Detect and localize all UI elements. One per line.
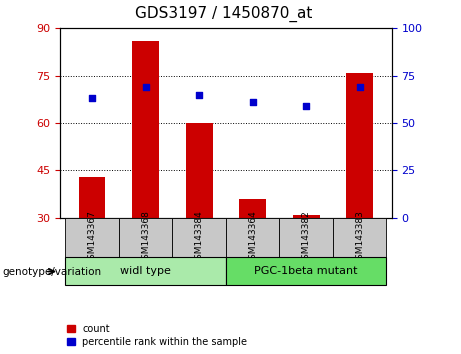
Bar (119, 218, 172, 257)
Bar (239, 199, 266, 218)
Bar (333, 218, 386, 257)
Text: GSM143384: GSM143384 (195, 210, 204, 264)
Text: genotype/variation: genotype/variation (2, 267, 101, 276)
Text: GSM143364: GSM143364 (248, 210, 257, 264)
Bar (132, 41, 159, 218)
Text: GSM143367: GSM143367 (88, 210, 96, 265)
Text: widl type: widl type (120, 266, 171, 276)
Bar (79, 177, 106, 218)
Bar (226, 218, 279, 257)
Point (89, 96, 96, 101)
Text: GSM143368: GSM143368 (141, 210, 150, 265)
Bar (279, 218, 333, 257)
Legend: count, percentile rank within the sample: count, percentile rank within the sample (65, 322, 249, 349)
Text: GSM143382: GSM143382 (301, 210, 311, 264)
Point (142, 84, 149, 90)
Bar (226, 257, 386, 285)
Bar (172, 218, 226, 257)
Text: GDS3197 / 1450870_at: GDS3197 / 1450870_at (135, 5, 312, 22)
Point (249, 99, 256, 105)
Bar (186, 123, 213, 218)
Bar (346, 73, 373, 218)
Point (302, 103, 310, 109)
Point (356, 84, 363, 90)
Text: PGC-1beta mutant: PGC-1beta mutant (254, 266, 358, 276)
Text: GSM143383: GSM143383 (355, 210, 364, 265)
Bar (65, 218, 119, 257)
Bar (65, 257, 226, 285)
Point (195, 92, 203, 97)
Bar (293, 215, 319, 218)
